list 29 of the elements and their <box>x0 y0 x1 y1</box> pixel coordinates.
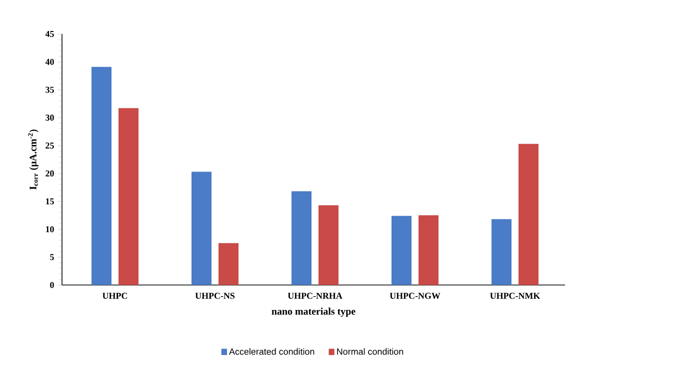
x-tick-label: UHPC <box>102 292 128 299</box>
x-tick-label: UHPC-NGW <box>390 292 440 299</box>
bar <box>218 243 239 285</box>
y-tick-label: 25 <box>46 142 54 149</box>
y-tick-label: 15 <box>46 198 54 204</box>
legend-label: Normal condition <box>337 348 404 355</box>
y-tick-label: 20 <box>46 170 54 176</box>
bar <box>318 205 339 285</box>
x-tick-label: UHPC-NRHA <box>288 292 342 299</box>
bar <box>392 216 412 285</box>
bar <box>292 191 312 285</box>
y-tick-label: 10 <box>46 226 54 232</box>
x-axis-title: nano materials type <box>272 308 356 317</box>
y-tick-label: 40 <box>45 58 54 65</box>
bar <box>518 144 539 285</box>
y-tick-label: 30 <box>46 114 54 121</box>
y-axis-title: I$_{corr}$ (µA.cm$^{-2}$) <box>28 130 38 190</box>
bar <box>192 172 212 285</box>
x-tick-label: UHPC-NS <box>195 292 235 299</box>
bar <box>492 219 512 285</box>
x-tick-label: UHPC-NMK <box>490 292 540 299</box>
bar <box>418 215 439 285</box>
y-tick-label: 0 <box>50 282 54 288</box>
legend-label: Accelerated condition <box>229 348 314 355</box>
y-tick-label: 35 <box>46 86 54 93</box>
y-tick-label: 45 <box>45 31 54 37</box>
bar <box>118 108 139 285</box>
y-tick-label: 5 <box>50 254 54 260</box>
bar <box>92 66 112 285</box>
